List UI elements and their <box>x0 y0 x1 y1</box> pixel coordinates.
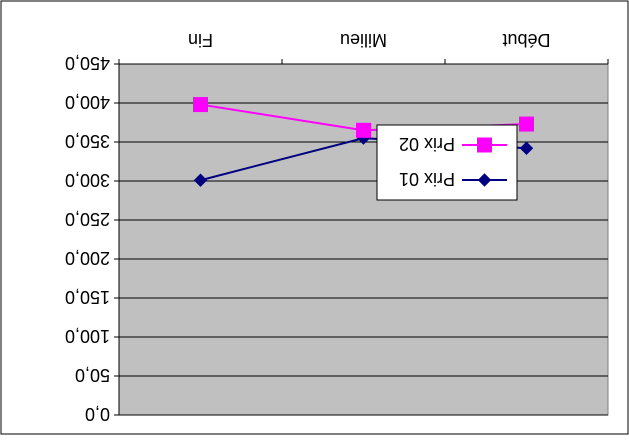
y-tick-label: 300,0 <box>65 170 110 190</box>
legend-label: Prix 01 <box>399 169 455 189</box>
y-tick-label: 150,0 <box>65 287 110 307</box>
data-point-series-2 <box>356 122 371 138</box>
data-point-series-1 <box>193 173 208 187</box>
legend-swatch-marker <box>477 173 492 187</box>
y-tick-label: 400,0 <box>65 92 110 112</box>
y-tick-label: 250,0 <box>65 209 110 229</box>
y-tick-label: 0,0 <box>85 404 110 424</box>
y-tick-label: 450,0 <box>65 53 110 73</box>
plot-area <box>118 63 609 416</box>
legend-label: Prix 02 <box>399 134 455 154</box>
x-tick-label: Fin <box>188 30 213 50</box>
data-point-series-1 <box>519 141 534 155</box>
x-tick-label: Milieu <box>340 30 387 50</box>
x-tick-label: Début <box>502 30 550 50</box>
y-tick-label: 200,0 <box>65 248 110 268</box>
y-tick-label: 50,0 <box>75 365 110 385</box>
legend-swatch-marker <box>477 137 492 153</box>
legend-box <box>376 124 518 201</box>
y-tick-label: 100,0 <box>65 326 110 346</box>
data-point-series-2 <box>193 97 208 113</box>
y-tick-label: 350,0 <box>65 131 110 151</box>
data-point-series-2 <box>519 116 534 132</box>
